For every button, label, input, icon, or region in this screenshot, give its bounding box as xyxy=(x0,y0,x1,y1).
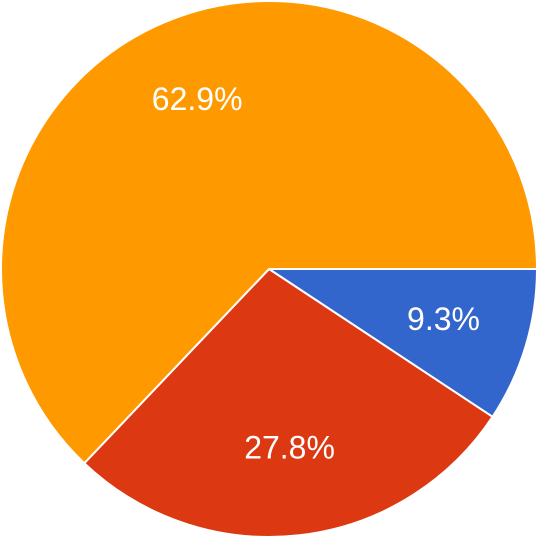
pie-slice-1 xyxy=(83,268,494,538)
pie-slice-label-0: 9.3% xyxy=(407,301,480,337)
pie-slice-label-2: 62.9% xyxy=(152,81,243,117)
pie-slice-0 xyxy=(268,268,538,418)
pie-slice-label-1: 27.8% xyxy=(244,430,335,466)
pie-slice-2 xyxy=(0,0,538,465)
pie-labels: 9.3% 27.8% 62.9% xyxy=(152,81,480,466)
